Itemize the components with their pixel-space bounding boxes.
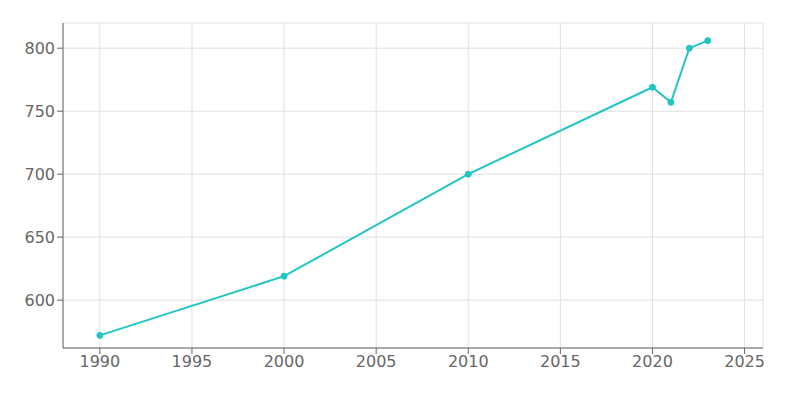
svg-text:2015: 2015 (540, 352, 581, 371)
svg-text:750: 750 (24, 102, 55, 121)
svg-text:2000: 2000 (264, 352, 305, 371)
svg-text:1990: 1990 (79, 352, 120, 371)
svg-text:600: 600 (24, 291, 55, 310)
svg-text:2005: 2005 (356, 352, 397, 371)
svg-text:2020: 2020 (632, 352, 673, 371)
svg-text:2010: 2010 (448, 352, 489, 371)
svg-text:650: 650 (24, 228, 55, 247)
svg-text:2025: 2025 (724, 352, 765, 371)
svg-text:1995: 1995 (172, 352, 213, 371)
svg-text:700: 700 (24, 165, 55, 184)
svg-text:800: 800 (24, 39, 55, 58)
